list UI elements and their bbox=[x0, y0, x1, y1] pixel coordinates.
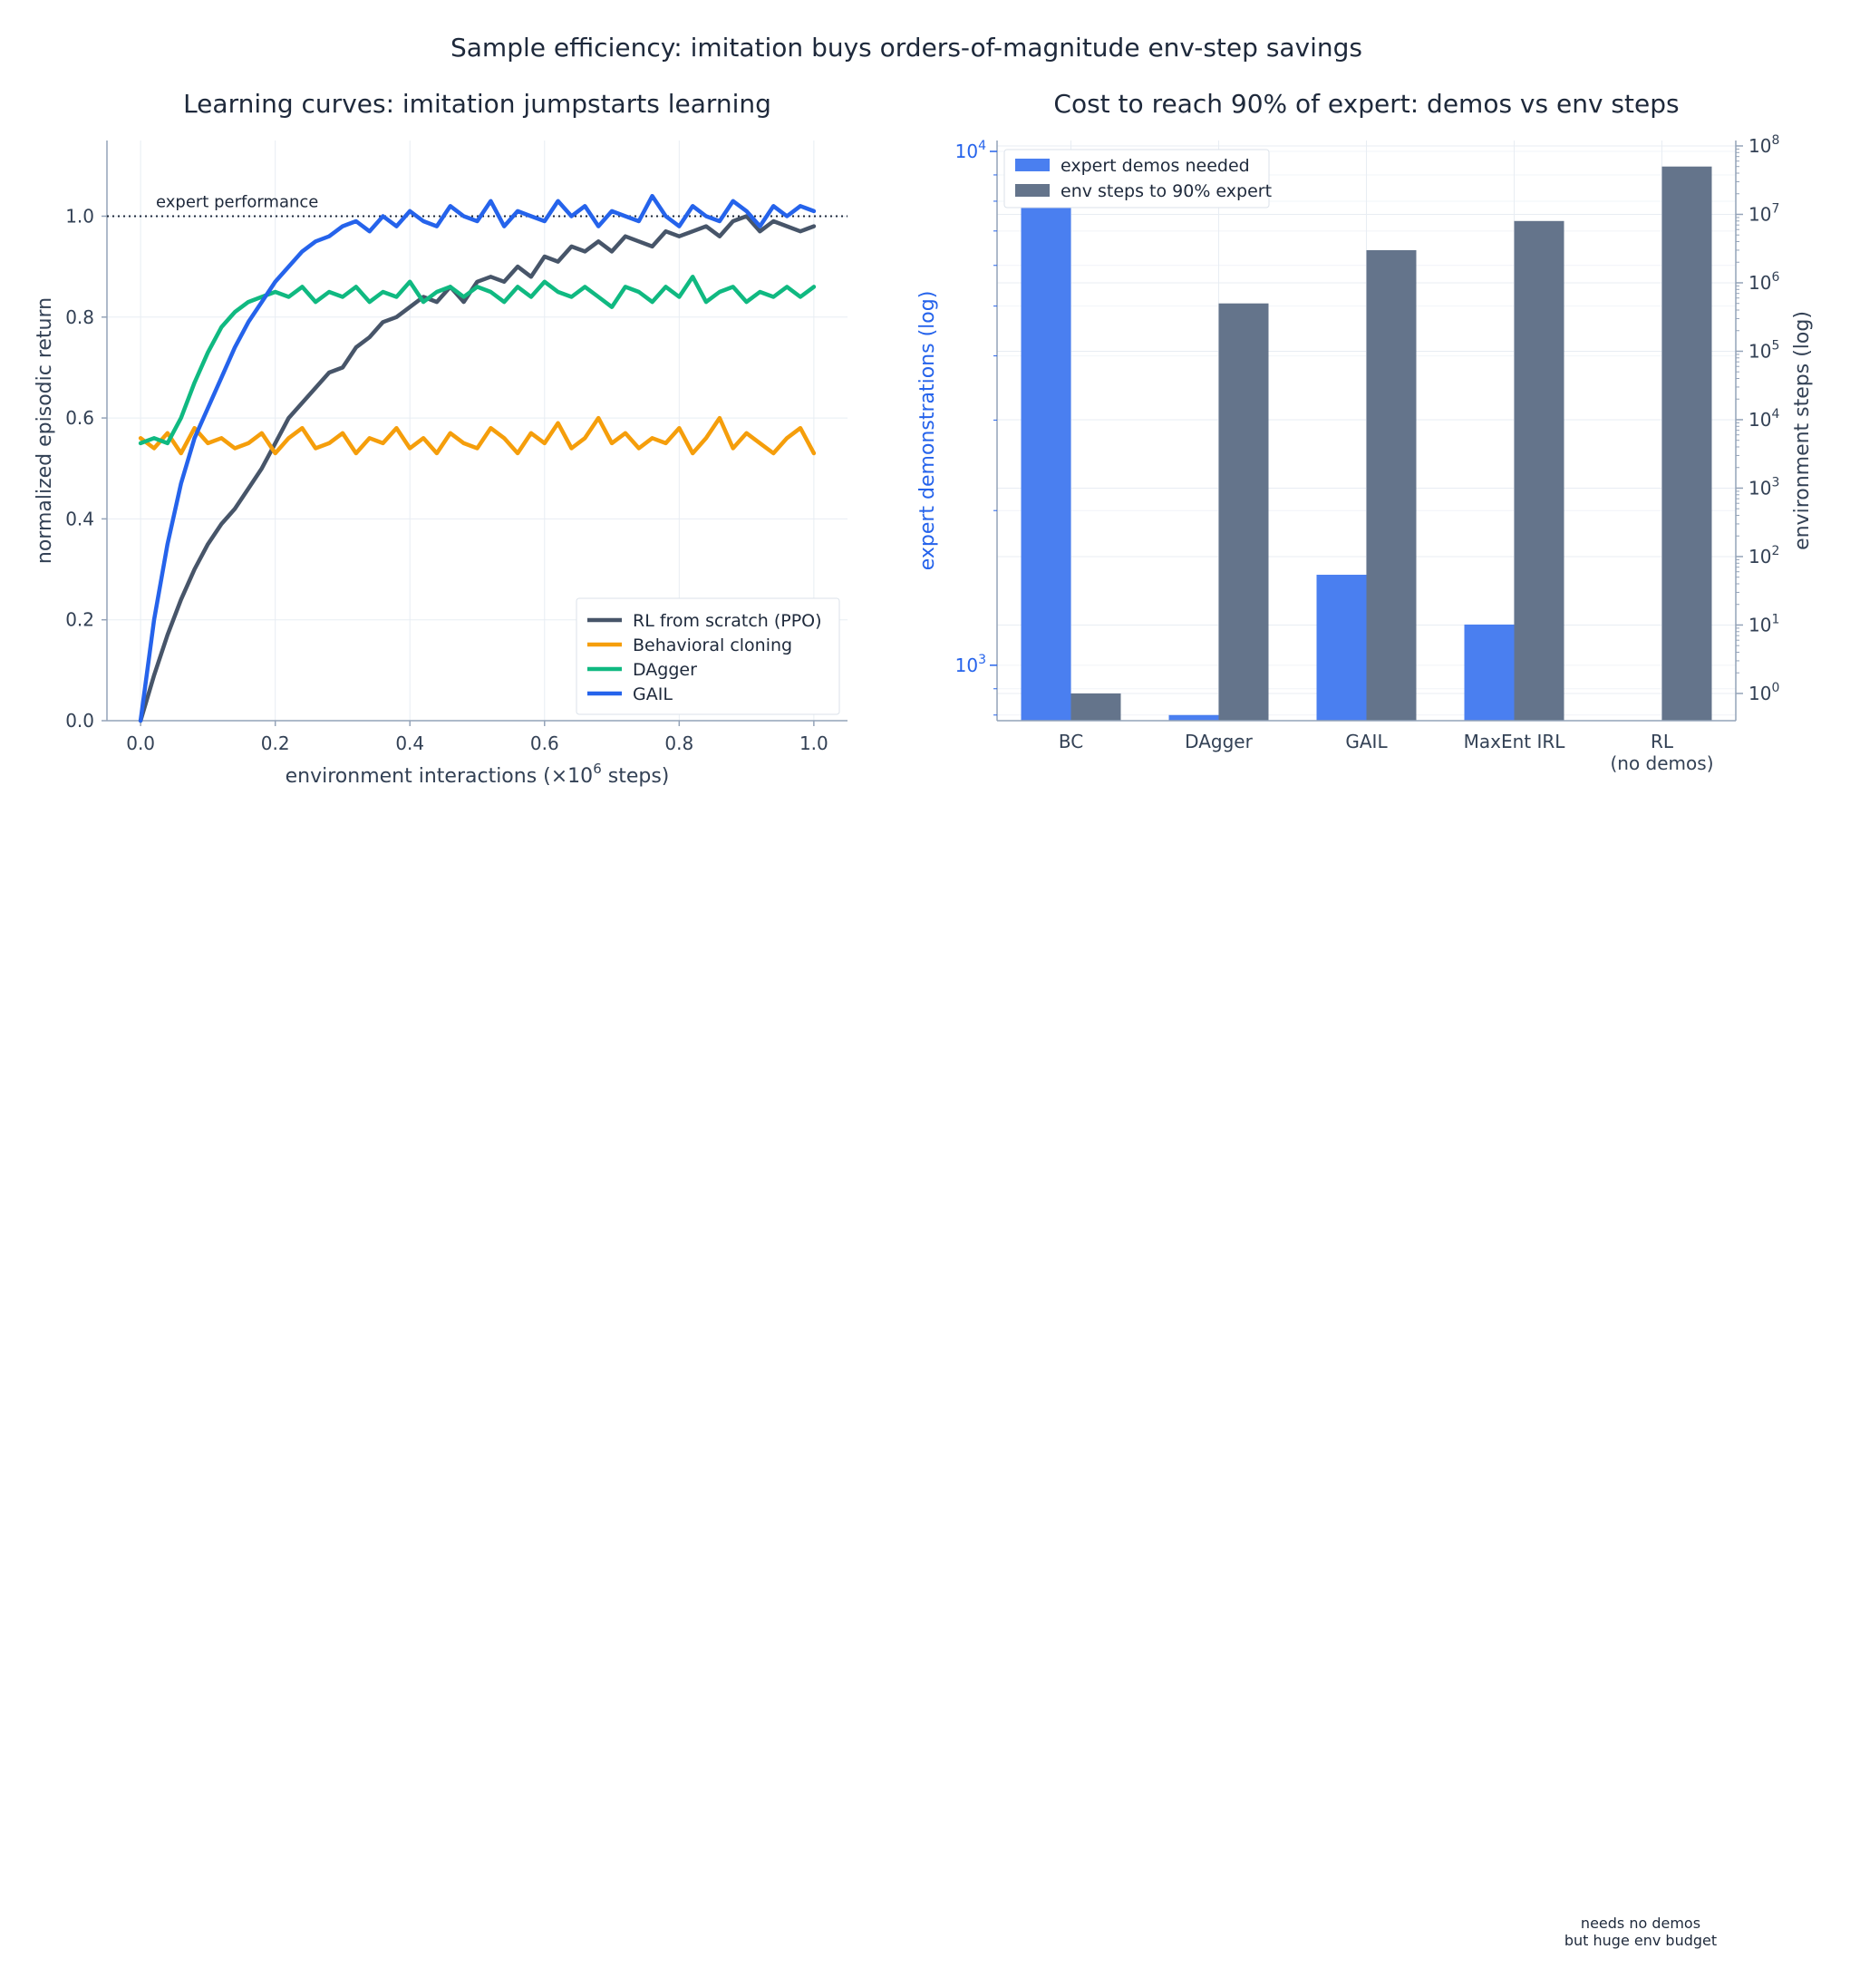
right-log-tick-label-6: 106 bbox=[1748, 270, 1779, 294]
left-log-tick-label-1-base: 10 bbox=[955, 141, 978, 162]
right-log-tick-label-1-base: 10 bbox=[1748, 614, 1771, 635]
left-xtick-label-5: 1.0 bbox=[799, 732, 828, 754]
rl-annotation-note: needs no demos but huge env budget bbox=[1541, 1915, 1740, 1949]
right-log-tick-label-5-exp: 5 bbox=[1771, 338, 1779, 353]
right-legend-box bbox=[1003, 149, 1270, 208]
left-y-axis-label: normalized episodic return bbox=[34, 297, 56, 564]
right-left-y-axis-label: expert demonstrations (log) bbox=[916, 291, 939, 571]
right-log-tick-label-3: 103 bbox=[1748, 475, 1779, 499]
right-log-tick-label-0-base: 10 bbox=[1748, 683, 1771, 704]
left-ytick-label-0: 0.0 bbox=[65, 710, 94, 732]
left-log-tick-label-0-exp: 3 bbox=[978, 653, 986, 667]
left-xtick-label-1: 0.2 bbox=[261, 732, 290, 754]
env-bar-2 bbox=[1366, 249, 1417, 721]
right-log-tick-label-6-base: 10 bbox=[1748, 272, 1771, 294]
right-log-tick-label-2-exp: 2 bbox=[1771, 544, 1779, 558]
left-xtick-label-4: 0.8 bbox=[664, 732, 693, 754]
series-line-dagger bbox=[138, 275, 817, 446]
expert-reference-label: expert performance bbox=[156, 192, 318, 211]
category-label-2: GAIL bbox=[1345, 731, 1388, 752]
right-log-tick-label-8: 108 bbox=[1748, 133, 1779, 157]
left-xtick-label-0: 0.0 bbox=[126, 732, 155, 754]
left-ytick-label-3: 0.6 bbox=[65, 407, 94, 429]
right-log-tick-label-2: 102 bbox=[1748, 544, 1779, 567]
demo-bar-3 bbox=[1464, 624, 1515, 721]
learning-curves-chart: Learning curves: imitation jumpstarts le… bbox=[34, 89, 848, 788]
left-log-tick-label-0-base: 10 bbox=[955, 655, 978, 676]
right-legend-swatch-0 bbox=[1015, 159, 1050, 171]
right-log-tick-label-5: 105 bbox=[1748, 338, 1779, 362]
left-legend-label-gail: GAIL bbox=[633, 684, 673, 704]
left-chart-title: Learning curves: imitation jumpstarts le… bbox=[183, 89, 771, 119]
right-log-tick-label-0: 100 bbox=[1748, 681, 1779, 704]
env-bar-3 bbox=[1514, 220, 1564, 721]
right-log-tick-label-4-exp: 4 bbox=[1771, 407, 1779, 422]
right-log-tick-label-2-base: 10 bbox=[1748, 546, 1771, 567]
cost-bar-chart: Cost to reach 90% of expert: demos vs en… bbox=[916, 89, 1814, 774]
env-bar-1 bbox=[1218, 303, 1269, 721]
left-legend-box bbox=[576, 597, 840, 715]
demo-bar-1 bbox=[1168, 714, 1219, 721]
right-log-tick-label-8-exp: 8 bbox=[1771, 133, 1779, 148]
series-line-bc bbox=[138, 415, 817, 456]
demo-bar-0 bbox=[1021, 151, 1071, 722]
left-log-tick-label-0: 103 bbox=[955, 653, 986, 676]
right-chart-title: Cost to reach 90% of expert: demos vs en… bbox=[1053, 89, 1679, 119]
category-label-3: MaxEnt IRL bbox=[1464, 731, 1566, 752]
left-xtick-label-2: 0.4 bbox=[395, 732, 424, 754]
right-right-y-axis-label: environment steps (log) bbox=[1791, 311, 1814, 550]
right-log-tick-label-1-exp: 1 bbox=[1771, 612, 1779, 626]
demo-bar-2 bbox=[1316, 575, 1367, 721]
env-bar-4 bbox=[1661, 166, 1712, 721]
right-log-tick-label-7: 107 bbox=[1748, 201, 1779, 225]
category-label-1: DAgger bbox=[1185, 731, 1253, 752]
left-log-tick-label-1: 104 bbox=[955, 139, 986, 162]
category-label-4: RL bbox=[1651, 731, 1674, 752]
left-log-tick-label-1-exp: 4 bbox=[978, 139, 986, 153]
left-x-axis-label: environment interactions (×106 steps) bbox=[286, 761, 670, 788]
right-log-tick-label-4-base: 10 bbox=[1748, 409, 1771, 431]
left-x-axis-label-sup: 6 bbox=[593, 761, 602, 777]
rl-annotation-line1: needs no demos bbox=[1580, 1915, 1701, 1932]
left-x-axis-label-main: environment interactions (×10 bbox=[286, 765, 594, 788]
left-legend-label-bc: Behavioral cloning bbox=[633, 635, 792, 655]
right-log-tick-label-1: 101 bbox=[1748, 612, 1779, 635]
left-legend-label-ppo: RL from scratch (PPO) bbox=[633, 611, 822, 631]
left-x-axis-label-tail: steps) bbox=[602, 765, 670, 788]
right-log-tick-label-3-exp: 3 bbox=[1771, 475, 1779, 490]
right-log-tick-label-7-base: 10 bbox=[1748, 203, 1771, 225]
figure-suptitle: Sample efficiency: imitation buys orders… bbox=[450, 33, 1362, 63]
left-legend-label-dagger: DAgger bbox=[633, 660, 697, 680]
category-label-0: BC bbox=[1059, 731, 1083, 752]
right-legend-label-1: env steps to 90% expert bbox=[1061, 181, 1272, 201]
left-xtick-label-3: 0.6 bbox=[530, 732, 559, 754]
right-legend-swatch-1 bbox=[1015, 184, 1050, 197]
series-line-ppo bbox=[138, 214, 817, 723]
category-sublabel-4: (no demos) bbox=[1610, 752, 1713, 774]
left-ytick-label-4: 0.8 bbox=[65, 306, 94, 328]
left-ytick-label-5: 1.0 bbox=[65, 205, 94, 227]
right-log-tick-label-7-exp: 7 bbox=[1771, 201, 1779, 216]
right-log-tick-label-0-exp: 0 bbox=[1771, 681, 1779, 695]
right-log-tick-label-5-base: 10 bbox=[1748, 340, 1771, 362]
right-legend-label-0: expert demos needed bbox=[1061, 156, 1250, 176]
env-bar-0 bbox=[1070, 693, 1121, 721]
right-log-tick-label-8-base: 10 bbox=[1748, 135, 1771, 157]
right-log-tick-label-3-base: 10 bbox=[1748, 477, 1771, 499]
series-line-gail bbox=[138, 193, 817, 723]
right-log-tick-label-4: 104 bbox=[1748, 407, 1779, 431]
right-log-tick-label-6-exp: 6 bbox=[1771, 270, 1779, 285]
rl-annotation-line2: but huge env budget bbox=[1564, 1932, 1718, 1949]
left-ytick-label-2: 0.4 bbox=[65, 508, 94, 529]
left-ytick-label-1: 0.2 bbox=[65, 609, 94, 631]
